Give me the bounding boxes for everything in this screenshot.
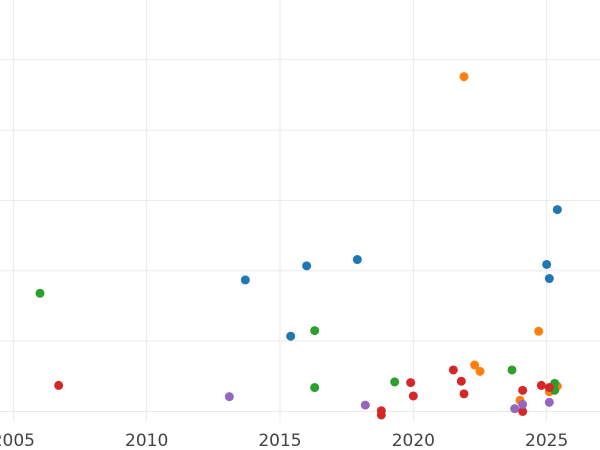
point-green-4 [507, 365, 517, 375]
point-red-7 [459, 389, 469, 399]
point-orange-1 [470, 360, 480, 370]
x-tick-label-2015: 2015 [258, 431, 301, 450]
point-red-4 [408, 391, 418, 401]
point-green-0 [35, 288, 45, 298]
point-purple-3 [518, 399, 528, 409]
point-blue-4 [542, 259, 552, 269]
point-blue-0 [240, 275, 250, 285]
x-tick-label-2010: 2010 [125, 431, 168, 450]
point-purple-4 [544, 397, 554, 407]
point-green-2 [310, 383, 320, 393]
point-green-1 [310, 326, 320, 336]
point-orange-0 [459, 72, 469, 82]
x-axis-ticks: 2005 2010 2015 2020 2025 [0, 431, 568, 450]
point-red-6 [456, 376, 466, 386]
point-red-5 [448, 365, 458, 375]
point-orange-2 [475, 366, 485, 376]
point-blue-2 [302, 261, 312, 271]
point-purple-1 [360, 400, 370, 410]
point-red-0 [54, 380, 64, 390]
point-red-11 [544, 383, 554, 393]
point-red-3 [406, 378, 416, 388]
point-red-8 [518, 385, 528, 395]
point-blue-1 [286, 331, 296, 341]
point-red-9 [518, 406, 528, 416]
point-blue-6 [552, 205, 562, 215]
x-tick-label-2025: 2025 [525, 431, 568, 450]
point-blue-5 [544, 274, 554, 284]
point-purple-0 [224, 392, 234, 402]
x-tick-label-2020: 2020 [392, 431, 435, 450]
point-red-10 [536, 380, 546, 390]
point-green-3 [390, 377, 400, 387]
grid [0, 0, 600, 422]
x-tick-label-2005: 2005 [0, 431, 35, 450]
data-points [35, 72, 562, 420]
point-blue-3 [352, 255, 362, 265]
point-orange-4 [534, 326, 544, 336]
point-red-2 [376, 410, 386, 420]
point-purple-2 [510, 404, 520, 414]
